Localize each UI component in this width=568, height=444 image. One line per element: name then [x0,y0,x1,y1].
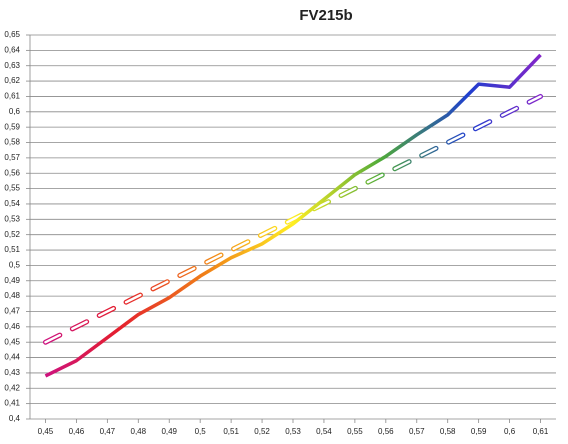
x-tick-label: 0,6 [504,427,516,436]
y-tick-label: 0,57 [4,153,20,162]
x-tick-label: 0,59 [471,427,487,436]
y-tick-label: 0,45 [4,337,20,346]
y-tick-label: 0,6 [9,107,21,116]
y-tick-label: 0,56 [4,168,20,177]
x-tick-label: 0,58 [440,427,456,436]
line [44,53,542,378]
y-tick-label: 0,49 [4,276,20,285]
y-tick-label: 0,65 [4,30,20,39]
dashed-line-inner [44,95,542,344]
x-tick-label: 0,48 [131,427,147,436]
x-tick-label: 0,56 [378,427,394,436]
y-tick-label: 0,64 [4,45,20,54]
y-tick-label: 0,43 [4,368,20,377]
y-tick-label: 0,41 [4,399,20,408]
y-tick-label: 0,59 [4,122,20,131]
y-tick-label: 0,5 [9,261,21,270]
x-tick-label: 0,45 [38,427,54,436]
y-tick-label: 0,42 [4,383,20,392]
x-tick-label: 0,49 [161,427,177,436]
y-tick-label: 0,4 [9,414,21,423]
y-tick-label: 0,53 [4,214,20,223]
y-tick-label: 0,61 [4,92,20,101]
x-tick-label: 0,46 [69,427,85,436]
x-tick-label: 0,53 [285,427,301,436]
x-tick-label: 0,61 [533,427,549,436]
y-tick-label: 0,51 [4,245,20,254]
y-tick-label: 0,62 [4,76,20,85]
x-tick-label: 0,57 [409,427,425,436]
x-tick-label: 0,55 [347,427,363,436]
y-tick-label: 0,46 [4,322,20,331]
y-tick-label: 0,55 [4,184,20,193]
x-tick-label: 0,54 [316,427,332,436]
y-tick-label: 0,47 [4,307,20,316]
y-tick-label: 0,63 [4,61,20,70]
chart-title: FV215b [299,7,352,24]
x-tick-label: 0,47 [100,427,116,436]
y-tick-label: 0,44 [4,353,20,362]
x-tick-label: 0,5 [195,427,207,436]
y-tick-label: 0,54 [4,199,20,208]
y-tick-label: 0,48 [4,291,20,300]
y-tick-label: 0,58 [4,138,20,147]
y-tick-label: 0,52 [4,230,20,239]
x-tick-label: 0,51 [223,427,239,436]
x-tick-label: 0,52 [254,427,270,436]
